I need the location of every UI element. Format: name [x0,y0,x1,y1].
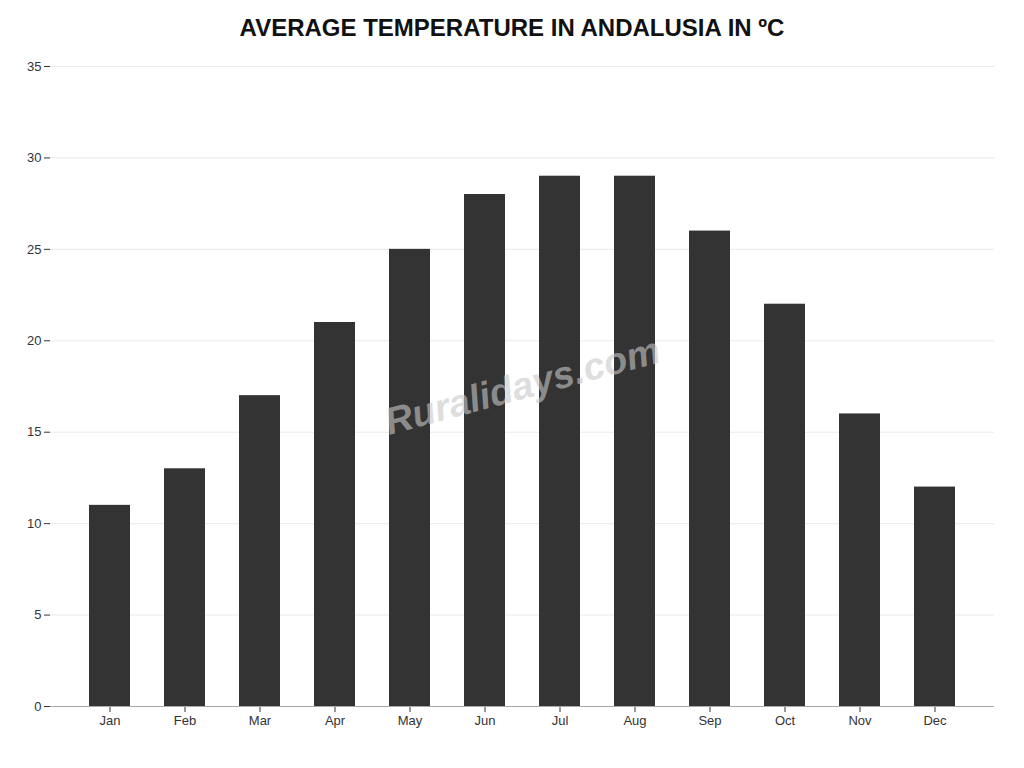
svg-text:Jun: Jun [475,713,496,728]
svg-text:Apr: Apr [325,713,346,728]
svg-text:30: 30 [27,150,41,165]
svg-text:Oct: Oct [775,713,796,728]
svg-text:Jul: Jul [552,713,569,728]
svg-text:35: 35 [27,59,41,74]
svg-text:May: May [398,713,423,728]
svg-text:25: 25 [27,242,41,257]
svg-text:15: 15 [27,424,41,439]
svg-text:Ruralidays.com: Ruralidays.com [380,329,664,443]
svg-text:0: 0 [34,699,41,714]
svg-text:Jan: Jan [100,713,121,728]
svg-text:Nov: Nov [848,713,872,728]
svg-text:5: 5 [34,607,41,622]
svg-text:10: 10 [27,516,41,531]
html-text:AVERAGE TEMPERATURE IN ANDALUS: AVERAGE TEMPERATURE IN ANDALUSIA IN ºC [239,14,785,41]
svg-text:Mar: Mar [249,713,272,728]
svg-text:20: 20 [27,333,41,348]
svg-text:Sep: Sep [698,713,721,728]
svg-text:Aug: Aug [623,713,646,728]
svg-text:Dec: Dec [923,713,947,728]
svg-text:Feb: Feb [174,713,196,728]
